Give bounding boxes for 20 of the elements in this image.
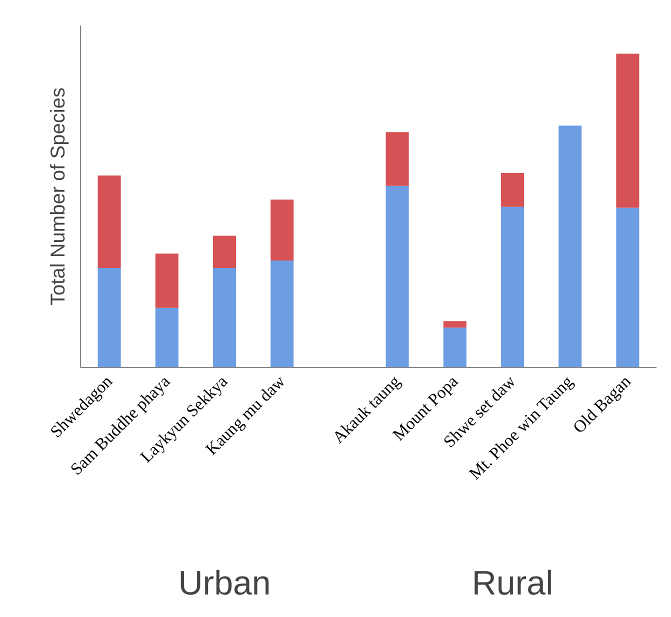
- bar: [270, 200, 294, 261]
- bar: [443, 328, 466, 368]
- bar: [500, 206, 524, 368]
- bar: [155, 308, 178, 368]
- bar: [270, 260, 294, 368]
- bar: [212, 268, 236, 368]
- bar: [558, 126, 582, 368]
- bar: [98, 175, 121, 268]
- bar: [443, 321, 466, 328]
- bar: [616, 54, 640, 208]
- bar: [500, 172, 524, 207]
- y-axis-title: Total Number of Species: [48, 88, 70, 306]
- bar: [386, 132, 409, 186]
- bar: [155, 254, 178, 308]
- bar: [212, 236, 236, 268]
- bar: [98, 268, 121, 368]
- bar: [616, 208, 640, 368]
- text: Rural: [472, 564, 554, 602]
- bar: [386, 186, 409, 368]
- text: Urban: [178, 564, 271, 602]
